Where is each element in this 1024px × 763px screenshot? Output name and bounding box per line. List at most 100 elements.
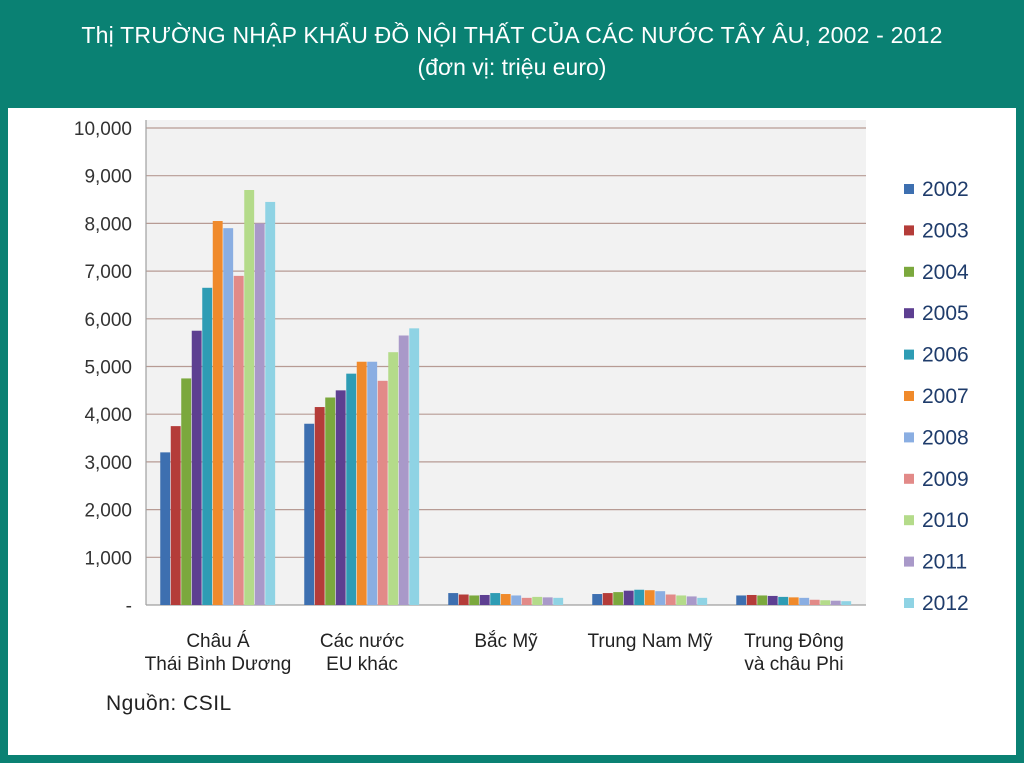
x-tick-label: Trung Đông xyxy=(744,631,844,652)
x-tick-label: EU khác xyxy=(326,654,398,675)
legend-label: 2009 xyxy=(922,468,969,491)
bar xyxy=(304,423,315,605)
bar xyxy=(191,330,202,605)
bar-chart: - 1,000 2,000 3,000 4,000 5,000 6,000 7,000 8,00… xyxy=(74,119,969,675)
bar xyxy=(233,275,244,605)
bar xyxy=(757,595,768,605)
bar xyxy=(644,590,655,605)
bar xyxy=(820,600,831,605)
bar xyxy=(469,595,480,605)
x-tick-label: và châu Phi xyxy=(744,654,843,675)
legend-swatch xyxy=(904,391,914,401)
bar xyxy=(613,592,624,605)
bar xyxy=(634,589,645,605)
y-tick-label: 5,000 xyxy=(84,358,132,379)
x-tick-label: Châu Á xyxy=(186,631,250,652)
y-tick-label: 7,000 xyxy=(84,262,132,283)
y-tick-label: 3,000 xyxy=(84,453,132,474)
bar xyxy=(160,452,171,605)
legend-label: 2004 xyxy=(922,261,969,284)
x-tick-label: Bắc Mỹ xyxy=(474,630,538,652)
bar xyxy=(265,201,276,605)
y-tick-label: 8,000 xyxy=(84,214,132,235)
bar xyxy=(697,597,708,605)
bar xyxy=(655,591,666,605)
bar xyxy=(398,335,409,605)
header: Thị TRƯỜNG NHẬP KHẨU ĐỒ NỘI THẤT CỦA CÁC… xyxy=(0,0,1024,108)
bar xyxy=(202,287,213,605)
bar xyxy=(686,596,697,605)
legend-swatch xyxy=(904,473,914,484)
legend-label: 2012 xyxy=(922,592,969,615)
legend-label: 2010 xyxy=(922,509,969,532)
bar xyxy=(746,594,757,605)
bar xyxy=(388,352,399,605)
bar xyxy=(254,223,265,605)
bar xyxy=(448,593,459,605)
bar xyxy=(367,361,378,605)
bar xyxy=(356,361,367,605)
y-tick-label: 9,000 xyxy=(84,167,132,188)
legend-swatch xyxy=(904,515,914,526)
legend-swatch xyxy=(904,598,914,608)
bar xyxy=(553,597,564,605)
bar xyxy=(346,373,357,605)
bar xyxy=(409,328,420,605)
bar xyxy=(809,599,820,605)
bar xyxy=(325,397,336,605)
chart-panel: - 1,000 2,000 3,000 4,000 5,000 6,000 7,000 8,00… xyxy=(8,108,1016,755)
bar xyxy=(521,597,532,605)
x-tick-label: Trung Nam Mỹ xyxy=(588,631,713,652)
legend-swatch xyxy=(904,432,914,443)
bar xyxy=(170,426,181,605)
legend-swatch xyxy=(904,308,914,319)
y-tick-label: 1,000 xyxy=(84,548,132,569)
bar xyxy=(335,390,346,605)
bar xyxy=(676,595,687,605)
bar xyxy=(511,595,522,605)
legend-label: 2003 xyxy=(922,219,969,242)
legend-label: 2006 xyxy=(922,344,969,367)
bar xyxy=(500,594,511,605)
chart-subtitle: (đơn vị: triệu euro) xyxy=(417,54,607,80)
bar xyxy=(181,378,192,605)
y-tick-label: 6,000 xyxy=(84,310,132,331)
bar xyxy=(223,228,234,606)
legend-swatch xyxy=(904,184,914,194)
bar xyxy=(799,597,810,605)
bar xyxy=(532,596,543,605)
bar xyxy=(830,600,841,605)
bar xyxy=(490,593,501,605)
legend-swatch xyxy=(904,266,914,277)
legend-label: 2011 xyxy=(922,551,967,574)
y-tick-label: 2,000 xyxy=(84,501,132,522)
y-tick-label: - xyxy=(126,596,132,617)
bar xyxy=(665,594,676,605)
bar xyxy=(479,594,490,605)
legend-swatch xyxy=(904,225,914,236)
bar xyxy=(778,596,789,605)
legend-label: 2007 xyxy=(922,385,969,408)
bar xyxy=(736,595,747,605)
chart-title: Thị TRƯỜNG NHẬP KHẨU ĐỒ NỘI THẤT CỦA CÁC… xyxy=(81,22,943,48)
legend-label: 2008 xyxy=(922,426,969,449)
bar xyxy=(377,380,388,605)
legend-swatch xyxy=(904,349,914,360)
bar xyxy=(244,190,255,605)
bar xyxy=(788,597,799,605)
bar xyxy=(542,597,553,605)
bar xyxy=(623,590,634,605)
legend-label: 2005 xyxy=(922,302,969,325)
bar xyxy=(841,601,852,605)
y-tick-label: 10,000 xyxy=(74,119,132,140)
x-tick-label: Thái Bình Dương xyxy=(145,654,292,675)
legend-label: 2002 xyxy=(922,178,969,201)
legend-swatch xyxy=(904,556,914,567)
bar xyxy=(602,593,613,605)
bar xyxy=(592,594,603,605)
bar xyxy=(767,595,778,605)
y-tick-label: 4,000 xyxy=(84,405,132,426)
bar xyxy=(458,594,469,605)
bar xyxy=(314,407,325,605)
bar xyxy=(212,221,223,605)
